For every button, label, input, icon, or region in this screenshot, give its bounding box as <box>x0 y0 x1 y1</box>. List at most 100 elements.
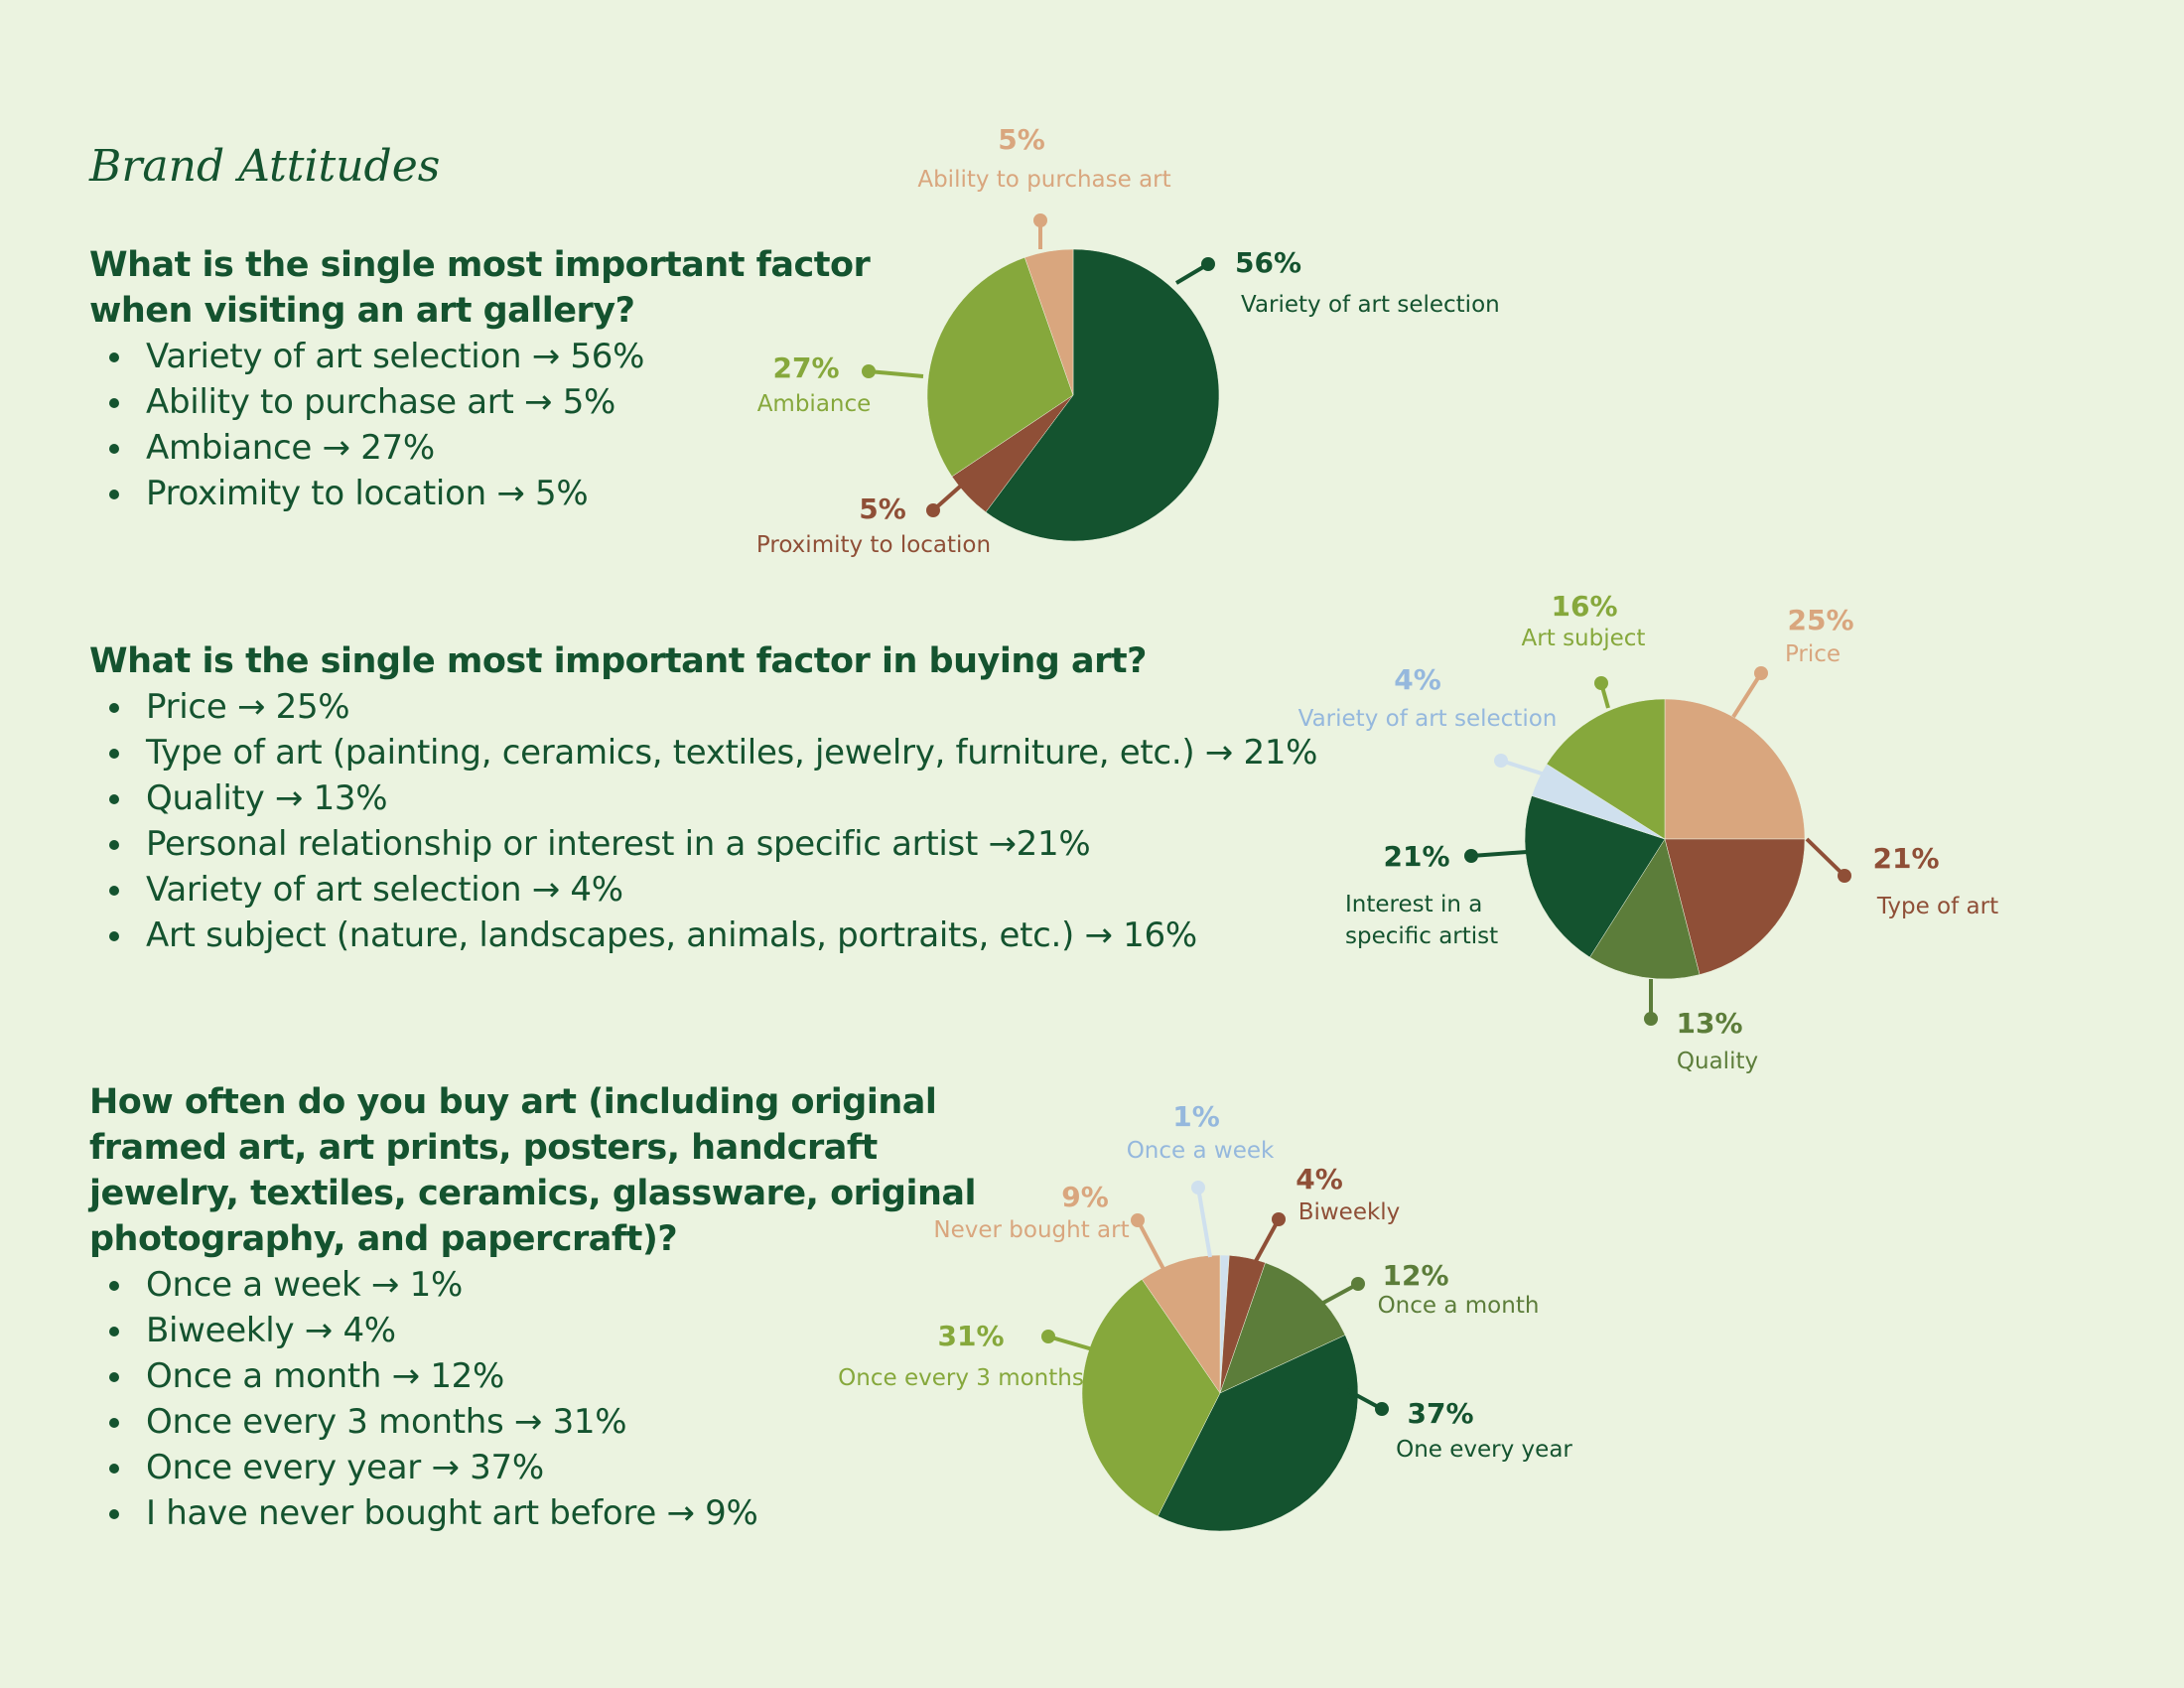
answer-item: Once a month → 12% <box>89 1353 983 1399</box>
data-label-category: Quality <box>1677 1049 1758 1074</box>
data-label-category: Once a week <box>1127 1138 1275 1164</box>
answer-item: I have never bought art before → 9% <box>89 1490 983 1536</box>
data-label-category: specific artist <box>1345 923 1498 949</box>
pie-chart-1: 56% Variety of art selection 5% Proximity t… <box>756 123 1500 558</box>
question-text: How often do you buy art (including orig… <box>89 1082 977 1259</box>
data-label-category: One every year <box>1396 1437 1572 1463</box>
pie-chart-2: 25% Price 21% Type of art 13% Quality 21% Inter… <box>1298 590 1998 1074</box>
answer-item: Type of art (painting, ceramics, textile… <box>89 730 1317 775</box>
data-label-category: Once every 3 months <box>838 1365 1084 1391</box>
answer-item: Ambiance → 27% <box>89 425 983 471</box>
data-label-value: 56% <box>1235 246 1301 279</box>
answer-item: Variety of art selection → 56% <box>89 334 983 379</box>
page-title: Brand Attitudes <box>89 141 441 192</box>
leader-dot <box>926 503 940 517</box>
data-label-value: 25% <box>1787 604 1853 636</box>
question-text: What is the single most important factor… <box>89 245 871 331</box>
answer-item: Ability to purchase art → 5% <box>89 379 983 425</box>
leader-line <box>1196 1187 1212 1258</box>
answer-item: Price → 25% <box>89 684 1317 730</box>
leader-line <box>1500 759 1546 776</box>
leader-line <box>1731 671 1763 719</box>
data-label-category: Ability to purchase art <box>917 167 1170 193</box>
pie-slice-type-of-art <box>1664 838 1806 975</box>
pie-slice-one-every-year <box>1157 1335 1359 1532</box>
answer-item: Proximity to location → 5% <box>89 471 983 516</box>
data-label-category: Biweekly <box>1298 1199 1401 1225</box>
leader-dot <box>1594 676 1608 690</box>
answer-item: Personal relationship or interest in a s… <box>89 821 1317 867</box>
answer-item: Art subject (nature, landscapes, animals… <box>89 913 1317 958</box>
data-label-category: Art subject <box>1522 626 1646 651</box>
data-label-category: Proximity to location <box>756 532 991 558</box>
leader-dot <box>1375 1402 1389 1416</box>
data-label-value: 21% <box>1872 842 1939 875</box>
data-label-value: 4% <box>1394 663 1441 696</box>
leader-dot <box>862 364 876 378</box>
data-label-value: 1% <box>1172 1100 1220 1133</box>
leader-line <box>868 369 924 378</box>
answer-item: Variety of art selection → 4% <box>89 867 1317 913</box>
question-section-gallery-factor: What is the single most important factor… <box>89 242 983 516</box>
data-label-category: Type of art <box>1876 894 1998 919</box>
data-label-category: Ambiance <box>757 391 872 417</box>
pie-slice-interest-in-a-specific-artist <box>1524 795 1666 958</box>
data-label-value: 9% <box>1061 1181 1109 1213</box>
leader-dot <box>1131 1213 1145 1227</box>
data-label-value: 4% <box>1296 1163 1343 1196</box>
leader-dot <box>1041 1330 1055 1343</box>
data-label-category: Once a month <box>1378 1293 1540 1319</box>
data-label-value: 21% <box>1383 840 1449 873</box>
leader-dot <box>1351 1277 1365 1291</box>
answer-list: Variety of art selection → 56% Ability t… <box>89 334 983 516</box>
leader-dot <box>1033 213 1047 227</box>
leader-dot <box>1191 1181 1205 1195</box>
answer-item: Once a week → 1% <box>89 1262 983 1308</box>
question-section-buying-factor: What is the single most important factor… <box>89 638 1317 958</box>
answer-item: Biweekly → 4% <box>89 1308 983 1353</box>
pie-slice-once-every-3-months <box>1081 1279 1221 1517</box>
pie-slice-art-subject <box>1546 698 1666 840</box>
answer-item: Once every 3 months → 31% <box>89 1399 983 1445</box>
leader-line <box>1805 837 1846 878</box>
data-label-category: Interest in a <box>1345 892 1482 917</box>
data-label-value: 31% <box>937 1320 1004 1352</box>
answer-list: Once a week → 1% Biweekly → 4% Once a mo… <box>89 1262 983 1536</box>
leader-line <box>1136 1219 1165 1270</box>
question-text: What is the single most important factor… <box>89 641 1147 681</box>
pie-slice-price <box>1664 698 1806 840</box>
pie-slice-ambiance <box>926 256 1074 478</box>
pie-slice-variety-of-art-selection <box>985 248 1220 542</box>
pie-slice-ability-to-purchase-art <box>1024 248 1074 396</box>
pie-slice-quality <box>1589 838 1701 980</box>
answer-item: Quality → 13% <box>89 775 1317 821</box>
leader-line <box>1470 850 1528 858</box>
answer-item: Once every year → 37% <box>89 1445 983 1490</box>
data-label-category: Variety of art selection <box>1298 706 1558 732</box>
leader-dot <box>1838 869 1851 883</box>
pie-slice-never-bought-art <box>1141 1254 1221 1394</box>
pie-chart-3: 1% Once a week 4% Biweekly 12%Once a month 37… <box>838 1100 1572 1532</box>
leader-dot <box>1754 666 1768 680</box>
leader-dot <box>1272 1212 1286 1226</box>
data-label-value: 5% <box>998 123 1045 156</box>
leader-dot <box>1464 849 1478 863</box>
data-label-category: Price <box>1785 641 1841 667</box>
data-label-value: 12% <box>1382 1259 1448 1292</box>
data-label-value: 16% <box>1551 590 1617 623</box>
leader-dot <box>1201 257 1215 271</box>
leader-line <box>1047 1335 1097 1352</box>
data-label-value: 27% <box>772 352 839 384</box>
answer-list: Price → 25% Type of art (painting, ceram… <box>89 684 1317 958</box>
leader-dot <box>1644 1012 1658 1026</box>
pie-slice-once-a-month <box>1219 1262 1346 1394</box>
data-label-value: 13% <box>1676 1007 1742 1040</box>
data-label-value: 37% <box>1407 1397 1473 1430</box>
data-label-category: Variety of art selection <box>1241 292 1500 318</box>
leader-dot <box>1494 754 1508 768</box>
question-section-buying-frequency: How often do you buy art (including orig… <box>89 1079 983 1536</box>
data-label-category: Never bought art <box>933 1217 1129 1243</box>
leader-line <box>1254 1218 1281 1262</box>
data-label-value: 5% <box>859 492 906 525</box>
